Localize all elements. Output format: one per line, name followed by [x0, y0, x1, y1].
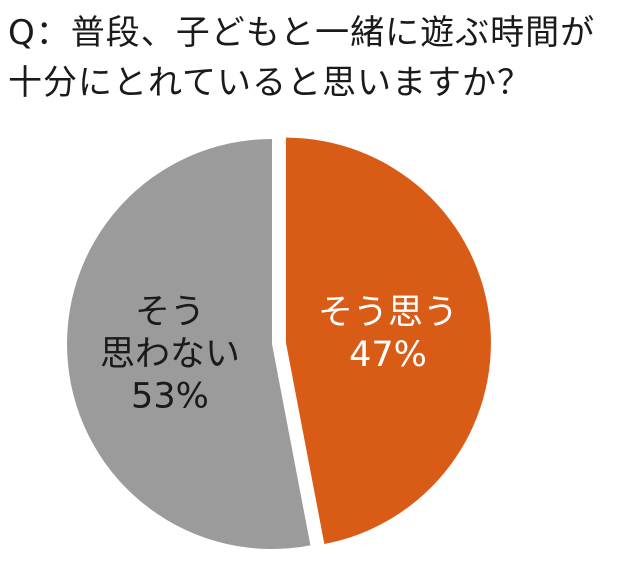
slice-label-2-line-3: 53%: [131, 377, 209, 417]
slice-label-1-line-1: そう思う: [318, 293, 458, 333]
slice-label-1-line-2: 47%: [349, 335, 427, 375]
question-line-2: 十分にとれていると思いますか？: [8, 63, 532, 103]
slice-label-1: そう思う 47%: [318, 293, 458, 375]
slice-label-2-line-2: 思わない: [100, 335, 240, 375]
question-title: Q：普段、子どもと一緒に遊ぶ時間が 十分にとれていると思いますか？: [8, 8, 638, 108]
pie-slice-2: [66, 139, 311, 549]
slice-label-2-line-1: そう: [135, 293, 205, 333]
slice-label-2: そう思わない 53%: [100, 293, 240, 417]
question-line-1: Q：普段、子どもと一緒に遊ぶ時間が: [8, 13, 596, 53]
pie-slice-1: [285, 137, 491, 545]
